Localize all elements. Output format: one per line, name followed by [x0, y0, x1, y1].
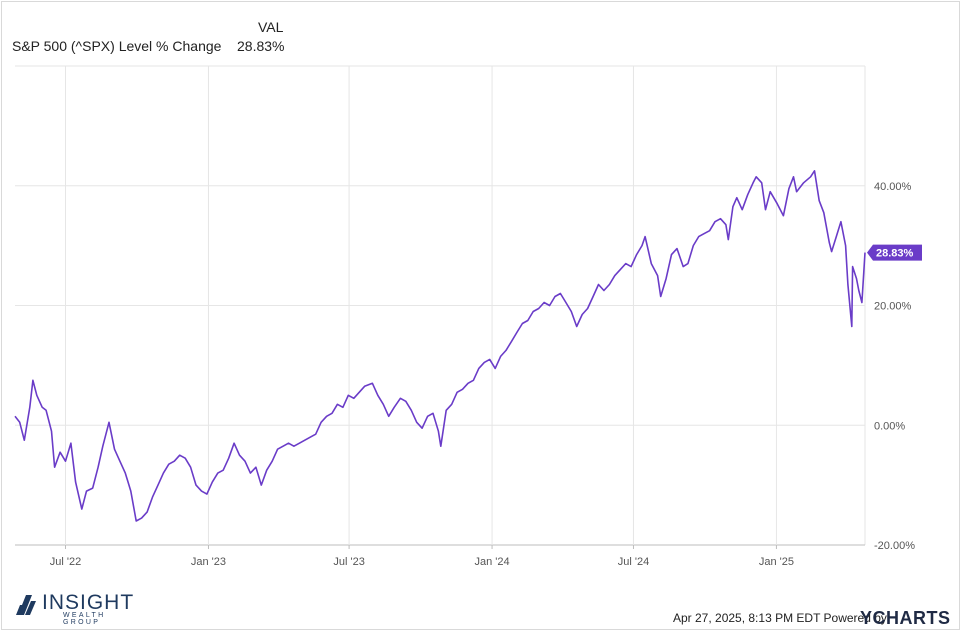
series-line-spx[interactable] — [14, 170, 866, 522]
y-tick-label: 20.00% — [874, 301, 912, 313]
x-tick-label: Jul '22 — [50, 556, 81, 568]
y-tick-label: 0.00% — [874, 420, 905, 432]
ycharts-brand[interactable]: YCHARTS — [860, 608, 951, 628]
insight-logo-mark-icon — [16, 595, 36, 615]
axis-labels: 40.00% 20.00% 0.00% -20.00% Jul '22 Jan '23 Ju… — [50, 181, 922, 568]
grid — [15, 65, 866, 549]
end-value-label: 28.83% — [876, 248, 914, 260]
x-tick-label: Jul '23 — [333, 556, 364, 568]
legend-column-header: VAL — [258, 19, 284, 35]
x-tick-label: Jan '23 — [191, 556, 226, 568]
end-value-flag — [867, 244, 922, 261]
y-tick-label: 40.00% — [874, 181, 912, 193]
y-tick-label: -20.00% — [874, 540, 915, 552]
x-tick-label: Jan '24 — [474, 556, 509, 568]
legend-series-name[interactable]: S&P 500 (^SPX) Level % Change — [12, 38, 222, 54]
logo-name: INSIGHT — [42, 591, 135, 614]
x-tick-label: Jan '25 — [759, 556, 794, 568]
insight-logo: INSIGHT WEALTH GROUP — [16, 591, 146, 626]
legend-series-value: 28.83% — [237, 38, 285, 54]
footer-timestamp: Apr 27, 2025, 8:13 PM EDT Powered by — [673, 611, 887, 625]
logo-subtitle: WEALTH GROUP — [63, 612, 106, 626]
x-tick-label: Jul '24 — [618, 556, 649, 568]
series-layer — [14, 170, 866, 522]
